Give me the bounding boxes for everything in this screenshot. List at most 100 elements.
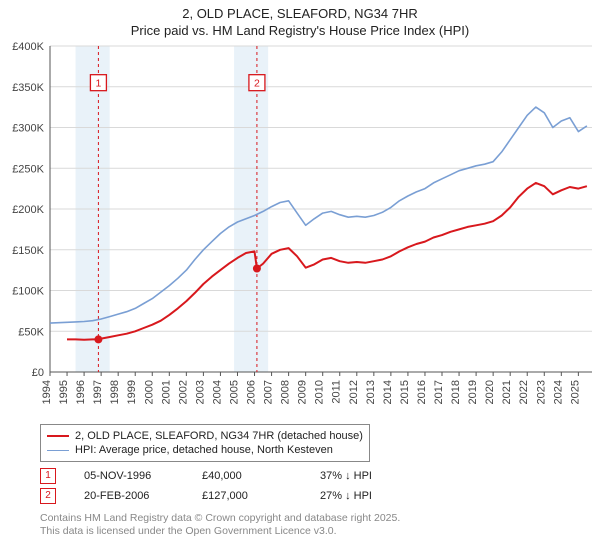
y-tick-label: £0 bbox=[32, 367, 44, 379]
x-tick-label-group: 1998 bbox=[109, 380, 121, 404]
x-tick-label: 2025 bbox=[569, 380, 581, 404]
y-tick-label: £150K bbox=[12, 245, 44, 257]
x-tick-label: 2000 bbox=[143, 380, 155, 404]
x-tick-label-group: 2020 bbox=[484, 380, 496, 404]
x-tick-label: 1997 bbox=[92, 380, 104, 404]
x-tick-label: 1999 bbox=[126, 380, 138, 404]
marker-row: 2 20-FEB-2006 £127,000 27% ↓ HPI bbox=[40, 486, 590, 506]
x-tick-label-group: 2000 bbox=[143, 380, 155, 404]
x-tick-label-group: 2011 bbox=[331, 380, 343, 404]
legend-swatch bbox=[47, 450, 69, 451]
x-tick-label-group: 2010 bbox=[314, 380, 326, 404]
y-tick-label: £300K bbox=[12, 123, 44, 135]
legend-label: HPI: Average price, detached house, Nort… bbox=[75, 443, 333, 457]
x-tick-label: 2016 bbox=[416, 380, 428, 404]
series-price_paid bbox=[67, 183, 587, 340]
plot-area: £0£50K£100K£150K£200K£250K£300K£350K£400… bbox=[0, 40, 600, 420]
x-tick-label: 2006 bbox=[246, 380, 258, 404]
x-tick-label: 2005 bbox=[228, 380, 240, 404]
x-tick-label-group: 2016 bbox=[416, 380, 428, 404]
x-tick-label: 2002 bbox=[177, 380, 189, 404]
x-tick-label-group: 2022 bbox=[518, 380, 530, 404]
marker-num: 1 bbox=[95, 78, 101, 90]
x-tick-label-group: 2005 bbox=[228, 380, 240, 404]
x-tick-label-group: 2018 bbox=[450, 380, 462, 404]
legend-box: 2, OLD PLACE, SLEAFORD, NG34 7HR (detach… bbox=[40, 424, 370, 462]
x-tick-label: 2001 bbox=[160, 380, 172, 404]
x-tick-label: 1995 bbox=[58, 380, 70, 404]
credits-block: Contains HM Land Registry data © Crown c… bbox=[40, 512, 590, 538]
x-tick-label: 2007 bbox=[263, 380, 275, 404]
x-tick-label: 2004 bbox=[211, 380, 223, 404]
x-tick-label: 2022 bbox=[518, 380, 530, 404]
marker-num: 2 bbox=[254, 78, 260, 90]
y-tick-label: £400K bbox=[12, 41, 44, 53]
x-tick-label-group: 2015 bbox=[399, 380, 411, 404]
credits-line2: This data is licensed under the Open Gov… bbox=[40, 525, 590, 538]
marker-row-box: 1 bbox=[40, 468, 56, 484]
x-tick-label-group: 2003 bbox=[194, 380, 206, 404]
x-tick-label: 1994 bbox=[41, 380, 53, 404]
legend-row: 2, OLD PLACE, SLEAFORD, NG34 7HR (detach… bbox=[47, 429, 363, 443]
x-tick-label: 2014 bbox=[382, 380, 394, 404]
x-tick-label: 1996 bbox=[75, 380, 87, 404]
x-tick-label-group: 2024 bbox=[552, 380, 564, 404]
credits-line1: Contains HM Land Registry data © Crown c… bbox=[40, 512, 590, 525]
x-tick-label-group: 2013 bbox=[365, 380, 377, 404]
x-tick-label: 2020 bbox=[484, 380, 496, 404]
chart-container: 2, OLD PLACE, SLEAFORD, NG34 7HR Price p… bbox=[0, 0, 600, 560]
chart-svg: £0£50K£100K£150K£200K£250K£300K£350K£400… bbox=[0, 40, 600, 420]
x-tick-label-group: 2006 bbox=[246, 380, 258, 404]
x-tick-label: 2011 bbox=[331, 380, 343, 404]
y-tick-label: £50K bbox=[18, 326, 44, 338]
x-tick-label-group: 2019 bbox=[467, 380, 479, 404]
markers-table: 1 05-NOV-1996 £40,000 37% ↓ HPI 2 20-FEB-2006… bbox=[40, 466, 590, 506]
x-tick-label-group: 2017 bbox=[433, 380, 445, 404]
marker-row: 1 05-NOV-1996 £40,000 37% ↓ HPI bbox=[40, 466, 590, 486]
marker-row-price: £127,000 bbox=[202, 486, 292, 506]
marker-row-date: 05-NOV-1996 bbox=[84, 466, 174, 486]
x-tick-label-group: 2009 bbox=[297, 380, 309, 404]
x-tick-label-group: 2021 bbox=[501, 380, 513, 404]
marker-row-date: 20-FEB-2006 bbox=[84, 486, 174, 506]
x-tick-label-group: 2025 bbox=[569, 380, 581, 404]
x-tick-label: 2012 bbox=[348, 380, 360, 404]
x-tick-label-group: 2023 bbox=[535, 380, 547, 404]
x-tick-label-group: 1999 bbox=[126, 380, 138, 404]
x-tick-label: 2023 bbox=[535, 380, 547, 404]
legend-label: 2, OLD PLACE, SLEAFORD, NG34 7HR (detach… bbox=[75, 429, 363, 443]
x-tick-label: 2015 bbox=[399, 380, 411, 404]
x-tick-label-group: 2014 bbox=[382, 380, 394, 404]
x-tick-label-group: 1997 bbox=[92, 380, 104, 404]
y-tick-label: £200K bbox=[12, 204, 44, 216]
marker-row-delta: 27% ↓ HPI bbox=[320, 486, 410, 506]
x-tick-label: 2019 bbox=[467, 380, 479, 404]
x-tick-label: 2024 bbox=[552, 380, 564, 404]
x-tick-label-group: 2002 bbox=[177, 380, 189, 404]
legend-row: HPI: Average price, detached house, Nort… bbox=[47, 443, 363, 457]
x-tick-label-group: 2008 bbox=[280, 380, 292, 404]
title-block: 2, OLD PLACE, SLEAFORD, NG34 7HR Price p… bbox=[0, 0, 600, 40]
x-tick-label: 2009 bbox=[297, 380, 309, 404]
marker-row-price: £40,000 bbox=[202, 466, 292, 486]
marker-row-box: 2 bbox=[40, 488, 56, 504]
x-tick-label-group: 1994 bbox=[41, 380, 53, 404]
x-tick-label: 2010 bbox=[314, 380, 326, 404]
x-tick-label: 2021 bbox=[501, 380, 513, 404]
x-tick-label: 2013 bbox=[365, 380, 377, 404]
x-tick-label-group: 1996 bbox=[75, 380, 87, 404]
x-tick-label: 2017 bbox=[433, 380, 445, 404]
y-tick-label: £100K bbox=[12, 286, 44, 298]
x-tick-label-group: 1995 bbox=[58, 380, 70, 404]
x-tick-label: 2003 bbox=[194, 380, 206, 404]
title-line2: Price paid vs. HM Land Registry's House … bbox=[0, 23, 600, 38]
x-tick-label-group: 2007 bbox=[263, 380, 275, 404]
title-line1: 2, OLD PLACE, SLEAFORD, NG34 7HR bbox=[0, 6, 600, 21]
x-tick-label-group: 2001 bbox=[160, 380, 172, 404]
x-tick-label: 1998 bbox=[109, 380, 121, 404]
x-tick-label: 2018 bbox=[450, 380, 462, 404]
x-tick-label-group: 2004 bbox=[211, 380, 223, 404]
x-tick-label: 2008 bbox=[280, 380, 292, 404]
marker-row-delta: 37% ↓ HPI bbox=[320, 466, 410, 486]
y-tick-label: £350K bbox=[12, 82, 44, 94]
